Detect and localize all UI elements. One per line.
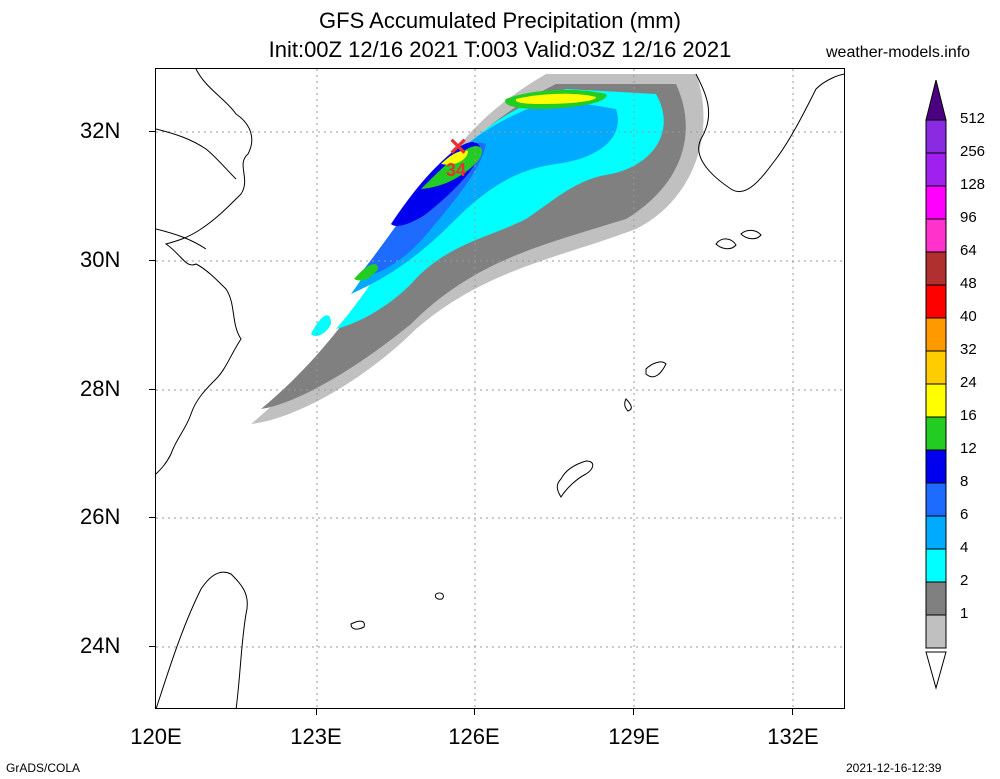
tick-lat-28n	[149, 389, 155, 390]
colorbar-box	[925, 284, 947, 319]
colorbar-boxes	[925, 119, 947, 649]
colorbar-label: 1	[960, 605, 969, 622]
coast-taiwan	[156, 571, 248, 708]
colorbar-box	[925, 581, 947, 616]
colorbar-box	[925, 251, 947, 286]
tick-lon-129e	[633, 709, 634, 715]
tick-lon-123e	[316, 709, 317, 715]
lat-label-30n: 30N	[80, 247, 121, 272]
map-panel	[155, 68, 845, 709]
map-gridlines	[156, 69, 844, 708]
precip-24mm-east	[515, 93, 596, 104]
coast-yakushima	[715, 238, 737, 250]
colorbar-box	[925, 350, 947, 385]
colorbar-label: 48	[960, 275, 977, 292]
coast-yaeyama	[350, 620, 365, 630]
render-timestamp: 2021-12-16-12:39	[846, 761, 942, 775]
colorbar-label: 4	[960, 539, 969, 556]
lon-label-123e: 123E	[290, 724, 342, 749]
max-precip-value: 34	[446, 160, 467, 180]
colorbar-box	[925, 218, 947, 253]
colorbar-box	[925, 416, 947, 451]
lon-label-126e: 126E	[448, 724, 500, 749]
colorbar-box	[925, 317, 947, 352]
colorbar	[925, 80, 947, 690]
coast-tokara	[624, 398, 632, 412]
coast-miyako	[434, 592, 444, 600]
lat-label-28n: 28N	[80, 376, 121, 401]
coast-okinawa	[556, 460, 594, 498]
colorbar-label: 128	[960, 176, 986, 193]
site-label: weather-models.info	[826, 44, 971, 61]
colorbar-label: 8	[960, 473, 969, 490]
map-subtitle: Init:00Z 12/16 2021 T:003 Valid:03Z 12/1…	[268, 37, 732, 62]
colorbar-box	[925, 185, 947, 220]
colorbar-box	[925, 548, 947, 583]
colorbar-label: 512	[960, 110, 986, 127]
coast-tanegashima	[740, 229, 762, 240]
coast-yangtze-estuary	[156, 128, 237, 180]
precip-16mm	[421, 146, 482, 189]
precip-field	[251, 74, 704, 424]
software-credit: GrADS/COLA	[6, 761, 81, 775]
lon-label-120e: 120E	[130, 724, 182, 749]
lat-label-24n: 24N	[80, 633, 121, 658]
colorbar-box	[925, 383, 947, 418]
colorbar-box	[925, 482, 947, 517]
lat-label-26n: 26N	[80, 504, 121, 529]
colorbar-label: 96	[960, 209, 977, 226]
precip-4mm-patch	[311, 315, 331, 336]
colorbar-label: 64	[960, 242, 977, 259]
lon-label-132e: 132E	[767, 724, 819, 749]
tick-lon-132e	[792, 709, 793, 715]
precip-16mm-south	[354, 264, 378, 281]
colorbar-label: 24	[960, 374, 977, 391]
colorbar-label: 256	[960, 143, 986, 160]
colorbar-label: 2	[960, 572, 969, 589]
lat-label-32n: 32N	[80, 118, 121, 143]
tick-lat-30n	[149, 260, 155, 261]
coast-kyushu	[695, 73, 844, 193]
colorbar-box	[925, 515, 947, 550]
lon-label-129e: 129E	[608, 724, 660, 749]
colorbar-label: 12	[960, 440, 977, 457]
colorbar-box	[925, 449, 947, 484]
coast-china-mainland	[156, 69, 253, 475]
colorbar-top-cap	[925, 80, 947, 121]
colorbar-box	[925, 614, 947, 649]
colorbar-box	[925, 152, 947, 187]
tick-lon-126e	[474, 709, 475, 715]
coastlines	[156, 69, 844, 708]
colorbar-bottom-cap	[925, 651, 947, 690]
colorbar-label: 32	[960, 341, 977, 358]
map-canvas	[156, 69, 844, 708]
colorbar-label: 6	[960, 506, 969, 523]
tick-lat-24n	[149, 646, 155, 647]
colorbar-box	[925, 119, 947, 154]
max-precip-marker-icon: ✕	[448, 134, 469, 161]
colorbar-label: 40	[960, 308, 977, 325]
map-title: GFS Accumulated Precipitation (mm)	[319, 8, 681, 33]
colorbar-label: 16	[960, 407, 977, 424]
coast-hangzhou-bay	[156, 228, 207, 250]
tick-lat-26n	[149, 517, 155, 518]
precip-6mm	[351, 99, 618, 294]
coast-amami	[645, 361, 667, 378]
precip-24mm-max	[441, 150, 468, 165]
tick-lat-32n	[149, 131, 155, 132]
